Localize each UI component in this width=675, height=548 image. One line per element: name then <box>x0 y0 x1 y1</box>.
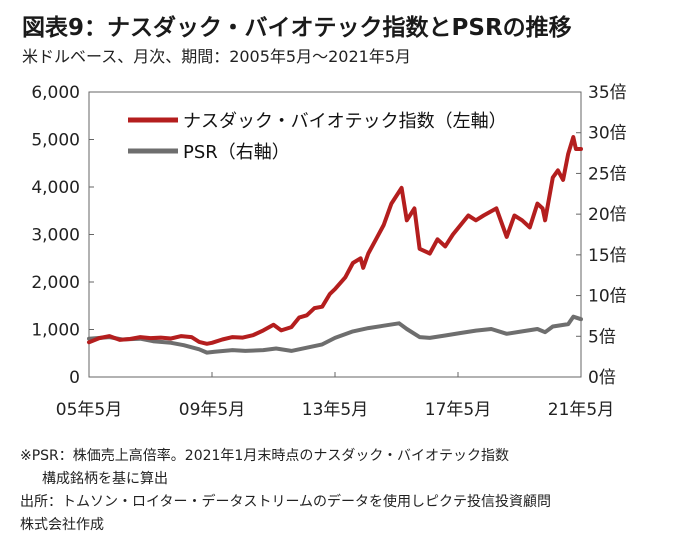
right-tick-label: 25倍 <box>588 164 627 184</box>
x-tick-label: 05年5月 <box>56 400 122 420</box>
left-tick-label: 3,000 <box>31 226 80 246</box>
left-tick-label: 2,000 <box>31 273 80 293</box>
right-tick-label: 20倍 <box>588 205 627 225</box>
series-layer <box>87 135 583 355</box>
chart-title: 図表9：ナスダック・バイオテック指数とPSRの推移 <box>22 15 572 41</box>
x-tick-label: 17年5月 <box>425 400 491 420</box>
line-chart: 0 1,000 2,000 3,000 4,000 5,000 6,000 0倍 5倍 10倍 1… <box>31 83 627 420</box>
legend-label-psr: PSR（右軸） <box>183 142 290 163</box>
chart-subtitle: 米ドルベース、月次、期間：2005年5月～2021年5月 <box>22 47 411 66</box>
footnotes: ※PSR：株価売上高倍率。2021年1月末時点のナスダック・バイオテック指数 構… <box>20 445 551 537</box>
x-axis-ticks: 05年5月 09年5月 13年5月 17年5月 21年5月 <box>56 372 614 420</box>
x-tick-label: 13年5月 <box>302 400 368 420</box>
right-tick-label: 15倍 <box>588 246 627 266</box>
left-tick-label: 4,000 <box>31 178 80 198</box>
right-tick-label: 5倍 <box>588 327 616 347</box>
nbi-series-line <box>87 135 583 346</box>
left-tick-label: 0 <box>69 368 80 388</box>
left-tick-label: 6,000 <box>31 83 80 103</box>
left-tick-label: 1,000 <box>31 321 80 341</box>
right-tick-label: 30倍 <box>588 124 627 144</box>
right-tick-label: 10倍 <box>588 287 627 307</box>
note-source-company: 株式会社作成 <box>20 517 104 533</box>
legend-label-nbi: ナスダック・バイオテック指数（左軸） <box>183 111 507 132</box>
right-tick-label: 35倍 <box>588 83 627 103</box>
note-source: 出所：トムソン・ロイター・データストリームのデータを使用しピクテ投信投資顧問 <box>20 494 552 510</box>
note-psr-basis: 構成銘柄を基に算出 <box>42 471 168 487</box>
left-tick-label: 5,000 <box>31 131 80 151</box>
legend: ナスダック・バイオテック指数（左軸） PSR（右軸） <box>128 111 507 163</box>
right-axis-ticks: 0倍 5倍 10倍 15倍 20倍 25倍 30倍 35倍 <box>576 83 627 388</box>
x-tick-label: 21年5月 <box>548 400 614 420</box>
psr-series-line <box>87 314 583 355</box>
right-tick-label: 0倍 <box>588 368 616 388</box>
x-tick-label: 09年5月 <box>179 400 245 420</box>
note-psr-definition: ※PSR：株価売上高倍率。2021年1月末時点のナスダック・バイオテック指数 <box>20 448 510 464</box>
left-axis-ticks: 0 1,000 2,000 3,000 4,000 5,000 6,000 <box>31 83 94 388</box>
